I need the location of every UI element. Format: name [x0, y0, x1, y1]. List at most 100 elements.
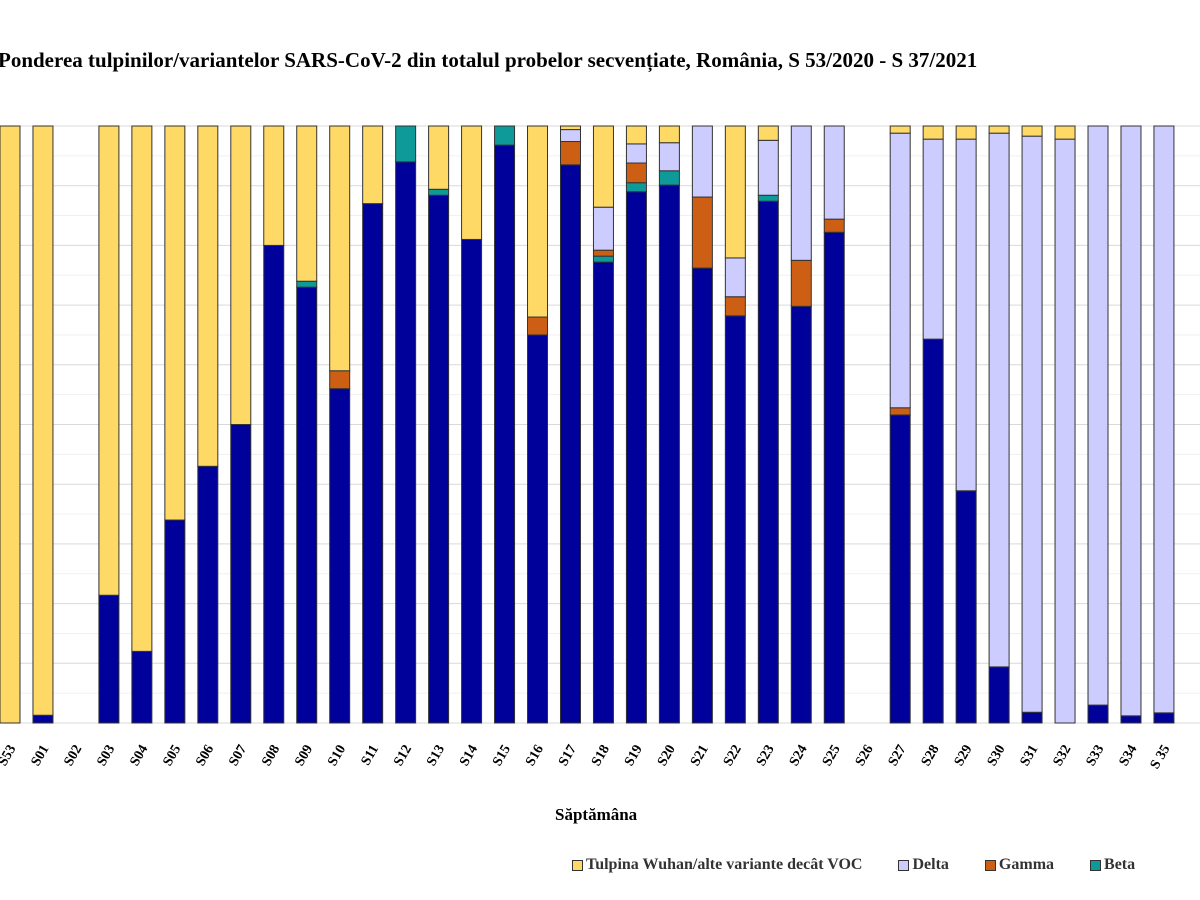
bar-segment-wuhan: [1054, 125, 1076, 140]
x-tick-label: S25: [820, 743, 844, 769]
bar-segment-wuhan: [658, 125, 680, 144]
x-tick-label: S31: [1018, 743, 1042, 769]
bar-segment-blue: [625, 191, 647, 724]
bar-segment-delta: [823, 125, 845, 220]
bar-segment-delta: [1120, 125, 1142, 717]
bar-segment-wuhan: [263, 125, 285, 246]
x-tick-label: S13: [424, 743, 448, 769]
bar-segment-wuhan: [724, 125, 746, 259]
bar-segment-wuhan: [922, 125, 944, 140]
bar-segment-wuhan: [0, 125, 21, 724]
bar-segment-beta: [296, 280, 318, 288]
bar-segment-blue: [757, 200, 779, 724]
bar-segment-wuhan: [230, 125, 252, 425]
bar-segment-delta: [922, 138, 944, 340]
x-tick-label: S30: [985, 743, 1009, 769]
bar-segment-wuhan: [592, 125, 614, 208]
bar-segment-gamma: [625, 162, 647, 184]
bar-segment-blue: [428, 194, 450, 724]
bar-segment-delta: [625, 143, 647, 164]
bar-segment-beta: [395, 125, 417, 163]
bar-segment-beta: [494, 125, 516, 146]
bar-segment-blue: [922, 338, 944, 724]
bar-segment-wuhan: [131, 125, 153, 652]
bar-segment-delta: [592, 206, 614, 251]
x-tick-label: S32: [1051, 743, 1075, 769]
x-tick-label: S21: [688, 743, 712, 769]
x-tick-label: S16: [523, 743, 547, 769]
x-tick-label: S04: [127, 743, 151, 769]
bar-segment-wuhan: [988, 125, 1010, 134]
bar-segment-wuhan: [889, 125, 911, 134]
bar-segment-blue: [131, 650, 153, 724]
x-tick-label: S29: [952, 743, 976, 769]
legend-label: Gamma: [998, 856, 1055, 873]
bar-segment-delta: [790, 125, 812, 261]
bar-segment-wuhan: [164, 125, 186, 521]
legend-item-delta: Delta: [898, 856, 949, 874]
bar-segment-beta: [625, 182, 647, 193]
stacked-bar-chart: S53 S01 S02 S03 S04 S05 S06 S07 S08 S09 S10 S11 S12 S…: [0, 125, 1200, 772]
legend-item-wuhan: Tulpina Wuhan/alte variante decât VOC: [572, 856, 862, 874]
x-tick-label: S23: [754, 743, 778, 769]
legend-item-beta: Beta: [1090, 856, 1135, 874]
x-tick-label: S26: [853, 743, 877, 769]
bar-segment-blue: [592, 261, 614, 724]
bar-segment-wuhan: [527, 125, 549, 318]
bar-segment-delta: [658, 142, 680, 172]
x-tick-label: S19: [622, 743, 646, 769]
bar-segment-blue: [724, 315, 746, 724]
bar-segment-blue: [790, 305, 812, 724]
legend-swatch: [984, 859, 996, 871]
bar-segment-wuhan: [559, 125, 581, 131]
bar-segment-delta: [757, 139, 779, 196]
bar-segment-gamma: [790, 259, 812, 307]
legend-item-gamma: Gamma: [984, 856, 1055, 874]
bar-segment-beta: [428, 188, 450, 196]
x-tick-label: S34: [1117, 743, 1141, 769]
x-tick-label: S05: [160, 743, 184, 769]
x-tick-label: S18: [589, 743, 613, 769]
bar-segment-wuhan: [625, 125, 647, 145]
x-tick-label: S06: [193, 743, 217, 769]
bar-segment-blue: [395, 161, 417, 724]
x-tick-label: S11: [359, 743, 382, 769]
bar-segment-gamma: [889, 407, 911, 416]
legend-label: Beta: [1104, 856, 1136, 873]
bar-segment-delta: [1087, 125, 1109, 706]
bar-segment-wuhan: [1021, 125, 1043, 137]
x-tick-label: S10: [325, 743, 349, 769]
bar-segment-gamma: [691, 196, 713, 269]
legend: Tulpina Wuhan/alte variante decât VOC De…: [572, 856, 1135, 874]
bar-segment-wuhan: [757, 125, 779, 141]
bar-segment-blue: [164, 519, 186, 724]
legend-swatch: [572, 859, 583, 871]
bar-segment-blue: [691, 267, 713, 724]
x-tick-label: S22: [721, 743, 745, 769]
bar-segment-blue: [329, 388, 351, 724]
bar-segment-delta: [988, 132, 1010, 668]
bar-segment-delta: [1021, 135, 1043, 713]
bar-segment-wuhan: [428, 125, 450, 190]
x-tick-label: S28: [919, 743, 943, 769]
bar-segment-wuhan: [32, 125, 54, 716]
bar-segment-blue: [362, 203, 384, 724]
bar-segment-delta: [1153, 125, 1175, 714]
x-tick-label: S17: [556, 743, 580, 769]
bar-segment-blue: [889, 414, 911, 724]
bar-segment-blue: [823, 231, 845, 724]
x-axis-title: Săptămâna: [555, 805, 638, 824]
bar-segment-blue: [296, 286, 318, 724]
bar-segment-blue: [494, 144, 516, 724]
bar-segment-wuhan: [362, 125, 384, 205]
bar-segment-delta: [559, 129, 581, 143]
x-tick-label: S09: [292, 743, 316, 769]
bar-segment-blue: [988, 666, 1010, 724]
bar-segment-blue: [1087, 704, 1109, 724]
bar-segment-blue: [1021, 711, 1043, 724]
legend-label: Delta: [912, 856, 949, 873]
bar-segment-wuhan: [296, 125, 318, 282]
bar-segment-gamma: [823, 218, 845, 233]
bar-segment-wuhan: [461, 125, 483, 240]
bar-segment-gamma: [329, 370, 351, 390]
